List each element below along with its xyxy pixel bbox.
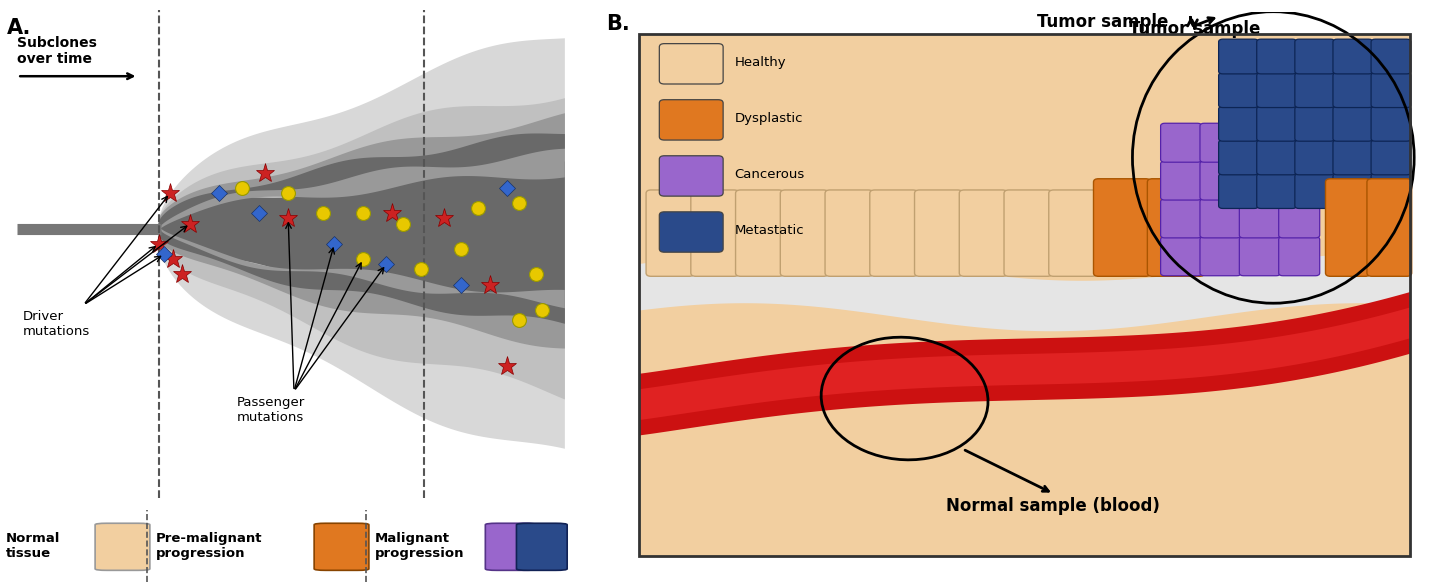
FancyBboxPatch shape [1200,123,1241,162]
FancyBboxPatch shape [1094,179,1151,276]
FancyBboxPatch shape [1239,237,1281,276]
FancyBboxPatch shape [1239,123,1281,162]
FancyBboxPatch shape [1368,179,1412,276]
FancyBboxPatch shape [1257,39,1297,74]
FancyBboxPatch shape [1295,73,1334,107]
FancyBboxPatch shape [1219,106,1258,141]
FancyBboxPatch shape [1049,190,1097,276]
FancyBboxPatch shape [1333,140,1373,175]
FancyBboxPatch shape [1370,73,1411,107]
Text: Healthy: Healthy [735,55,787,69]
FancyBboxPatch shape [1257,73,1297,107]
Text: Metastatic: Metastatic [735,224,804,237]
FancyBboxPatch shape [1333,73,1373,107]
FancyBboxPatch shape [660,156,723,196]
FancyBboxPatch shape [314,523,369,571]
FancyBboxPatch shape [1333,106,1373,141]
Text: Passenger
mutations: Passenger mutations [236,397,304,425]
FancyBboxPatch shape [960,190,1007,276]
FancyBboxPatch shape [1219,173,1258,208]
FancyBboxPatch shape [1257,106,1297,141]
FancyBboxPatch shape [1200,199,1241,238]
Text: Tumor sample: Tumor sample [1128,20,1261,38]
FancyBboxPatch shape [1239,161,1281,200]
Polygon shape [640,307,1409,420]
Text: Normal sample (blood): Normal sample (blood) [945,496,1160,515]
FancyBboxPatch shape [1257,173,1297,208]
Polygon shape [640,292,1409,436]
Text: A.: A. [7,18,32,37]
FancyBboxPatch shape [1333,39,1373,74]
FancyBboxPatch shape [1200,237,1241,276]
Text: Driver
mutations: Driver mutations [23,310,91,338]
FancyBboxPatch shape [1200,161,1241,200]
FancyBboxPatch shape [1278,199,1320,238]
FancyBboxPatch shape [660,212,723,252]
FancyBboxPatch shape [1160,199,1202,238]
FancyBboxPatch shape [1278,161,1320,200]
Polygon shape [640,253,1409,331]
Text: Subclones
over time: Subclones over time [17,36,97,66]
FancyBboxPatch shape [690,190,739,276]
Text: Cancerous: Cancerous [735,168,806,181]
FancyBboxPatch shape [1219,140,1258,175]
FancyBboxPatch shape [1370,39,1411,74]
FancyBboxPatch shape [1295,140,1334,175]
FancyBboxPatch shape [1295,106,1334,141]
FancyBboxPatch shape [1333,173,1373,208]
FancyBboxPatch shape [1004,190,1052,276]
FancyBboxPatch shape [1370,106,1411,141]
FancyBboxPatch shape [1147,179,1205,276]
Text: Malignant
progression: Malignant progression [375,532,464,560]
FancyBboxPatch shape [516,523,568,571]
FancyBboxPatch shape [1160,123,1202,162]
Polygon shape [159,134,565,230]
Text: Dysplastic: Dysplastic [735,112,803,125]
FancyBboxPatch shape [660,100,723,140]
Polygon shape [159,113,565,232]
Polygon shape [159,98,565,399]
Polygon shape [159,161,565,321]
FancyBboxPatch shape [870,190,918,276]
FancyBboxPatch shape [1239,199,1281,238]
FancyBboxPatch shape [1278,237,1320,276]
Polygon shape [159,225,565,349]
FancyBboxPatch shape [1257,140,1297,175]
Text: Pre-malignant
progression: Pre-malignant progression [156,532,262,560]
Polygon shape [159,39,565,449]
FancyBboxPatch shape [1295,173,1334,208]
Polygon shape [159,227,565,324]
FancyBboxPatch shape [1370,140,1411,175]
FancyBboxPatch shape [1278,123,1320,162]
FancyBboxPatch shape [1160,237,1202,276]
FancyBboxPatch shape [1370,173,1411,208]
FancyBboxPatch shape [486,523,536,571]
FancyBboxPatch shape [660,44,723,84]
FancyBboxPatch shape [1219,39,1258,74]
Text: Tumor sample: Tumor sample [1038,13,1169,31]
FancyBboxPatch shape [1219,73,1258,107]
FancyBboxPatch shape [646,190,695,276]
Text: Normal
tissue: Normal tissue [6,532,61,560]
Text: B.: B. [607,15,630,34]
FancyBboxPatch shape [1295,39,1334,74]
FancyBboxPatch shape [95,523,150,571]
FancyBboxPatch shape [735,190,784,276]
FancyBboxPatch shape [781,190,829,276]
FancyBboxPatch shape [1160,161,1202,200]
FancyBboxPatch shape [915,190,963,276]
FancyBboxPatch shape [1326,179,1370,276]
FancyBboxPatch shape [826,190,873,276]
